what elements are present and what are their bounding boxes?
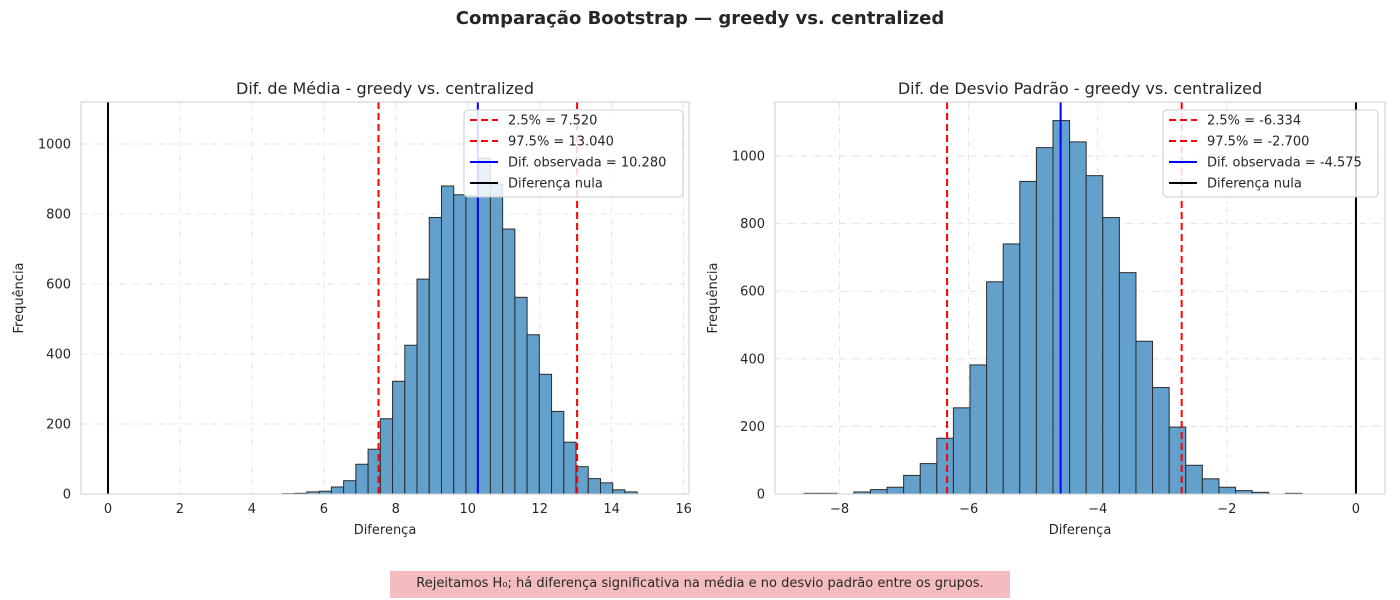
legend-label: 97.5% = 13.040	[508, 135, 614, 150]
histogram-bar	[1085, 175, 1104, 495]
x-tick-label: 4	[248, 502, 256, 517]
histogram-bar	[1185, 464, 1203, 495]
plot-frame	[80, 101, 690, 495]
panel-std-difference: −8 −6 −4 −2 0 0 200 400 600 800 1000 Dif. de Desvio…	[706, 79, 1386, 538]
histogram-bar	[477, 157, 491, 495]
histogram-bar	[869, 489, 888, 495]
histogram-bar	[969, 364, 988, 495]
panel-title: Dif. de Média - greedy vs. centralized	[236, 79, 534, 98]
x-tick-label: 2	[176, 502, 184, 517]
x-tick-label: 8	[392, 502, 400, 517]
y-tick-label: 600	[740, 285, 765, 300]
histogram-bar	[1201, 478, 1220, 495]
histogram-bar	[551, 410, 565, 495]
histogram-bar	[526, 334, 540, 495]
x-tick-label: −8	[830, 502, 849, 517]
x-tick-label: 10	[459, 502, 476, 517]
panel-title: Dif. de Desvio Padrão - greedy vs. centr…	[898, 79, 1262, 98]
histogram-bar	[986, 281, 1004, 495]
x-tick-label: 16	[675, 502, 692, 517]
histogram-bar	[453, 194, 467, 495]
x-tick-label: 6	[320, 502, 328, 517]
histogram-bar	[599, 482, 614, 495]
histogram-bar	[1152, 387, 1170, 495]
histogram-bar	[612, 489, 626, 495]
histogram-bar	[355, 463, 369, 495]
y-tick-label: 0	[757, 488, 765, 503]
histogram-bar	[1118, 272, 1137, 495]
histogram-bar	[936, 437, 954, 495]
legend-box	[1162, 109, 1379, 198]
x-tick-label: 12	[531, 502, 548, 517]
x-tick-label: 14	[603, 502, 620, 517]
y-tick-label: 200	[46, 418, 71, 433]
plot-frame	[774, 101, 1386, 495]
histogram-bar	[903, 474, 921, 495]
legend-label: Dif. observada = 10.280	[508, 156, 666, 171]
y-tick-label: 400	[740, 352, 765, 367]
histogram-bar	[330, 486, 345, 495]
y-tick-label: 400	[46, 348, 71, 363]
histogram-bar	[392, 380, 406, 495]
histogram-bar	[428, 217, 442, 495]
histogram-bar	[465, 195, 479, 495]
x-tick-label: 0	[1352, 502, 1360, 517]
x-tick-label: −4	[1088, 502, 1107, 517]
histogram-bar	[1218, 486, 1237, 495]
y-tick-label: 800	[740, 217, 765, 232]
legend-label: Diferença nula	[508, 177, 603, 192]
y-axis-label: Frequência	[706, 262, 721, 333]
histogram-bar	[563, 441, 577, 495]
y-axis-label: Frequência	[12, 262, 27, 333]
legend: 2.5% = 7.520 97.5% = 13.040 Dif. observada…	[463, 109, 684, 198]
legend: 2.5% = -6.334 97.5% = -2.700 Dif. observad…	[1162, 109, 1379, 198]
x-axis-label: Diferença	[1049, 523, 1112, 538]
conclusion-note: Rejeitamos H₀; há diferença significativ…	[390, 571, 1010, 598]
legend-label: 97.5% = -2.700	[1207, 135, 1309, 150]
histogram-bar	[404, 344, 418, 495]
histogram-bar	[538, 373, 553, 495]
histogram-bar	[1019, 180, 1037, 495]
legend-label: Diferença nula	[1207, 177, 1302, 192]
legend-label: Dif. observada = -4.575	[1207, 156, 1362, 171]
panel-mean-difference: 0 2 4 6 8 10 12 14 16 0 200 400 600 800 1000 Dif. de Mé…	[12, 79, 692, 538]
histogram-bar	[1135, 340, 1154, 495]
y-tick-label: 1000	[732, 150, 765, 165]
histogram-bar	[514, 296, 528, 495]
histogram-bar	[1069, 141, 1087, 495]
histogram-bar	[1102, 217, 1120, 495]
legend-label: 2.5% = -6.334	[1207, 114, 1301, 129]
histogram-bar	[1168, 426, 1187, 495]
y-tick-label: 200	[740, 420, 765, 435]
histogram-bar	[343, 480, 357, 495]
y-tick-label: 1000	[38, 138, 71, 153]
histogram-bar	[919, 463, 938, 495]
y-tick-label: 800	[46, 208, 71, 223]
figure-title: Comparação Bootstrap — greedy vs. centra…	[455, 8, 945, 29]
x-tick-label: −6	[959, 502, 978, 517]
histogram-bar	[1035, 147, 1054, 495]
y-tick-label: 0	[63, 488, 71, 503]
histogram-bar	[886, 486, 905, 495]
histogram-bar	[489, 183, 504, 495]
histogram-bar	[440, 185, 455, 495]
histogram-bar	[379, 418, 394, 495]
y-tick-label: 600	[46, 278, 71, 293]
legend-label: 2.5% = 7.520	[508, 114, 597, 129]
legend-box	[463, 109, 684, 198]
x-tick-label: −2	[1217, 502, 1236, 517]
histogram-bar	[416, 278, 430, 495]
histogram-bar	[587, 478, 601, 495]
x-axis-label: Diferença	[354, 523, 417, 538]
x-tick-label: 0	[104, 502, 112, 517]
histogram-bar	[1235, 490, 1253, 495]
histogram-bar	[952, 407, 971, 495]
histogram-bar	[502, 228, 516, 495]
histogram-bar	[1002, 243, 1021, 495]
